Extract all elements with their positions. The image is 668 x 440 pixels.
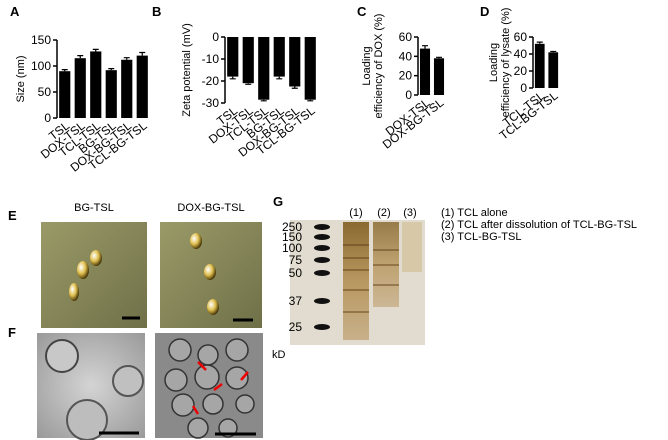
bar	[105, 70, 117, 118]
panel-label: E	[8, 208, 17, 223]
bar	[90, 51, 102, 118]
marker-label: 250	[282, 220, 302, 234]
error-bar	[436, 56, 442, 59]
error-bar	[108, 68, 115, 71]
error-bar	[61, 69, 68, 72]
bar	[258, 37, 270, 100]
error-bar	[276, 76, 283, 80]
panel-label: C	[357, 4, 367, 19]
y-tick-label: 40	[514, 47, 528, 61]
tem-images	[37, 333, 263, 440]
marker-label: 75	[289, 253, 303, 267]
marker-label: 50	[289, 266, 303, 280]
error-bar	[307, 99, 314, 102]
y-tick-label: 20	[399, 69, 413, 83]
y-tick-label: 0	[405, 88, 412, 102]
bar	[289, 37, 301, 87]
error-bar	[92, 48, 99, 52]
image-label: BG-TSL	[74, 202, 114, 214]
error-bar	[123, 57, 130, 60]
bar	[273, 37, 285, 77]
error-bar	[260, 99, 267, 102]
y-tick-label: 60	[399, 30, 413, 44]
y-tick-label: 100	[31, 59, 51, 73]
panel-label: D	[480, 4, 489, 19]
marker-label: 37	[289, 294, 303, 308]
y-tick-label: 60	[514, 30, 528, 44]
y-axis-label: Loading	[488, 43, 500, 82]
bar	[419, 48, 431, 95]
bar	[433, 58, 445, 95]
panel-label: A	[10, 4, 20, 19]
panel-label: F	[8, 325, 16, 340]
y-tick-label: 0	[520, 81, 527, 95]
error-bar	[550, 50, 557, 53]
y-tick-label: -20	[202, 74, 220, 88]
legend-text: (1) TCL alone	[441, 207, 508, 219]
gel-image	[290, 220, 425, 345]
bar	[59, 71, 71, 118]
y-axis-label: efficiency of DOX (%)	[373, 14, 385, 119]
y-tick-label: 0	[44, 111, 51, 125]
unit-label: kD	[272, 349, 286, 361]
image-label: DOX-BG-TSL	[177, 202, 244, 214]
panel-label: B	[152, 4, 161, 19]
y-tick-label: 150	[31, 33, 51, 47]
y-axis-label: efficiency of lysate (%)	[500, 8, 512, 118]
panel-label: G	[273, 194, 283, 209]
y-axis-label: Loading	[361, 46, 373, 85]
lane-label: (3)	[403, 207, 416, 219]
marker-label: 25	[289, 320, 303, 334]
bar	[121, 59, 133, 118]
bar	[74, 58, 86, 118]
bar	[227, 37, 239, 77]
y-tick-label: 20	[514, 64, 528, 78]
y-tick-label: 0	[212, 30, 219, 44]
legend-text: (3) TCL-BG-TSL	[441, 231, 521, 243]
lane-label: (2)	[377, 207, 390, 219]
legend-text: (2) TCL after dissolution of TCL-BG-TSL	[441, 219, 637, 231]
y-axis-label: Zeta potential (mV)	[181, 23, 193, 117]
error-bar	[139, 51, 146, 56]
y-tick-label: 50	[38, 85, 52, 99]
error-bar	[245, 83, 252, 85]
bar	[548, 52, 559, 88]
error-bar	[422, 45, 428, 49]
error-bar	[229, 76, 236, 80]
lane-label: (1)	[349, 207, 362, 219]
y-tick-label: -10	[202, 52, 220, 66]
error-bar	[77, 55, 84, 59]
bar	[534, 43, 545, 88]
error-bar	[291, 86, 298, 89]
y-axis-label: Size (nm)	[15, 55, 27, 102]
y-tick-label: -30	[202, 96, 220, 110]
bar	[304, 37, 316, 100]
bar	[242, 37, 254, 84]
bar	[136, 55, 148, 118]
marker-label: 150	[282, 230, 302, 244]
y-tick-label: 40	[399, 49, 413, 63]
afm-images	[41, 222, 262, 328]
error-bar	[536, 41, 543, 44]
marker-label: 100	[282, 241, 302, 255]
